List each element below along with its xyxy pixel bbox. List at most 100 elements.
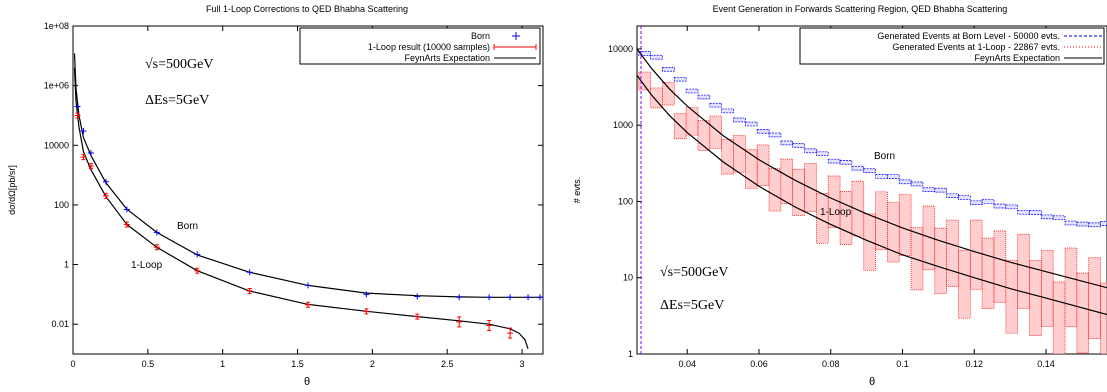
chart-2-born-histogram-bin <box>1029 210 1042 215</box>
chart-1-legend-marker-born <box>512 32 520 40</box>
chart-2-loop-histogram-bin <box>780 158 794 204</box>
chart-2-loop-histogram-bin <box>745 149 758 189</box>
chart-2-born-histogram-bin <box>1100 221 1107 226</box>
chart-1-born-point <box>537 294 544 301</box>
chart-2-y-tick-label: 1000 <box>613 120 633 130</box>
chart-1-born-point <box>507 294 514 301</box>
chart-1-born-point <box>305 282 311 289</box>
chart-2-loop-histogram-bin <box>898 194 912 256</box>
chart-1-born-point <box>363 291 370 298</box>
chart-2-born-histogram-bin <box>1076 221 1090 227</box>
chart-2-born-histogram-bin <box>780 140 794 146</box>
chart-2-loop-histogram-bin <box>1040 249 1054 328</box>
chart-2-x-tick-label: 0.08 <box>822 359 840 369</box>
chart-1-x-tick-label: 1.5 <box>291 359 304 369</box>
chart-1-x-tick-label: 0 <box>70 359 75 369</box>
chart-1-loop-point <box>194 267 201 274</box>
chart-2-plot-frame <box>636 25 1107 355</box>
chart-1-x-tick-label: 0.5 <box>142 359 155 369</box>
chart-2-loop-histogram-bin <box>910 227 924 291</box>
chart-2-loop-histogram-bin <box>1017 233 1030 309</box>
chart-1-x-tick-label: 1 <box>220 359 225 369</box>
chart-1-y-tick-label: 1 <box>64 260 69 270</box>
chart-2-born-histogram-bin <box>981 199 995 204</box>
chart-2-born-histogram-bin <box>910 181 924 187</box>
chart-2-born-histogram-bin <box>863 168 876 173</box>
chart-1-sqrt-s-annotation: √s=500GeV <box>145 57 213 72</box>
chart-2-loop-histogram-bin <box>638 71 651 91</box>
chart-1-born-point <box>87 150 94 157</box>
chart-1-born-point <box>414 293 421 300</box>
chart-2-delta-e-annotation: ΔEs=5GeV <box>660 298 724 313</box>
chart-2-loop-histogram-bin <box>1064 247 1078 328</box>
chart-2-y-tick-label: 1 <box>628 349 633 359</box>
chart-2-legend: Generated Events at Born Level - 50000 e… <box>799 27 1105 65</box>
chart-2-legend-label-born: Generated Events at Born Level - 50000 e… <box>877 31 1060 41</box>
chart-1-loop-point <box>507 327 514 339</box>
chart-1-born-point <box>102 178 109 185</box>
chart-1-feynarts-loop-curve <box>73 67 529 349</box>
chart-2-y-tick-label: 100 <box>618 196 633 206</box>
chart-2-born-histogram-bin <box>673 76 687 82</box>
chart-2-born-histogram-bin <box>898 179 912 185</box>
chart-2-y-tick-label: 10000 <box>608 44 633 54</box>
chart-2-loop-histogram-bin <box>768 168 782 212</box>
chart-2-born-histogram-bin <box>816 151 829 157</box>
chart-2: Event Generation in Forwards Scattering … <box>572 4 1107 388</box>
chart-1-feynarts-born-curve <box>73 53 543 298</box>
chart-1-born-point <box>74 103 81 110</box>
chart-1-loop-point <box>80 154 87 161</box>
chart-2-born-curve-label: Born <box>874 151 895 162</box>
chart-1-delta-e-annotation: ΔEs=5GeV <box>145 93 209 108</box>
chart-1-legend-label-born: Born <box>471 31 490 41</box>
chart-2-born-histogram-bin <box>827 158 841 164</box>
chart-2-born-histogram-bin <box>1052 215 1066 221</box>
chart-2-x-tick-label: 0.14 <box>1037 359 1055 369</box>
chart-1-loop-point <box>363 308 370 315</box>
chart-2-loop-histogram-bin <box>827 175 841 228</box>
chart-2-loop-histogram-bin <box>709 115 723 149</box>
chart-2-loop-histogram-bin <box>1029 259 1042 337</box>
chart-1-legend-label-loop: 1-Loop result (10000 samples) <box>368 42 490 52</box>
chart-2-loop-histogram-bin <box>1076 272 1090 354</box>
chart-2-loop-histogram-bin <box>733 135 746 173</box>
chart-2-loop-histogram-bin <box>1005 259 1019 334</box>
chart-2-loop-histogram-bin <box>1052 281 1066 354</box>
chart-2-born-histogram-bin <box>887 174 900 179</box>
chart-1-y-tick-label: 100 <box>54 200 69 210</box>
chart-1-loop-curve-label: 1-Loop <box>131 260 163 271</box>
chart-2-born-histogram-bin <box>1064 220 1078 226</box>
chart-1-loop-point <box>486 320 493 332</box>
chart-2-loop-histogram-bin <box>958 249 971 319</box>
chart-1-loop-point <box>74 112 81 119</box>
chart-2-loop-curve-label: 1-Loop <box>820 207 852 218</box>
chart-2-born-histogram-bin <box>709 102 723 108</box>
chart-2-born-histogram-bin <box>650 54 663 60</box>
chart-1-loop-point <box>102 192 109 199</box>
chart-1-y-label: dσ/dΩ[pb/sr] <box>7 165 17 215</box>
chart-2-legend-label-feynarts: FeynArts Expectation <box>974 53 1060 63</box>
chart-2-born-histogram-bin <box>1005 204 1019 210</box>
chart-2-loop-histogram-bin <box>946 219 959 288</box>
chart-2-feynarts-born-curve <box>637 48 1107 289</box>
chart-1-x-label: θ <box>304 376 310 388</box>
chart-2-born-histogram-bin <box>721 108 734 114</box>
chart-2-loop-histogram-bin <box>1100 282 1107 354</box>
chart-2-legend-box <box>799 27 1105 65</box>
chart-1-born-point <box>246 269 253 276</box>
chart-1-born-point <box>525 294 532 301</box>
chart-1-loop-point <box>153 244 160 251</box>
chart-2-born-histogram-bin <box>946 193 959 199</box>
chart-1-loop-point <box>123 221 130 228</box>
chart-2-loop-histogram-bin <box>1088 257 1101 339</box>
chart-2-loop-histogram-bin <box>922 205 936 271</box>
chart-1-y-tick-label: 1e+08 <box>44 21 69 31</box>
chart-2-legend-label-loop: Generated Events at 1-Loop - 22867 evts. <box>892 42 1060 52</box>
chart-1-born-point <box>456 294 463 301</box>
chart-1-loop-point <box>87 163 94 170</box>
chart-2-born-histogram-bin <box>851 165 865 171</box>
chart-2-loop-histogram-bin <box>934 227 947 294</box>
chart-1-y-tick-label: 1e+06 <box>44 81 69 91</box>
chart-2-born-histogram-bin <box>934 187 947 193</box>
